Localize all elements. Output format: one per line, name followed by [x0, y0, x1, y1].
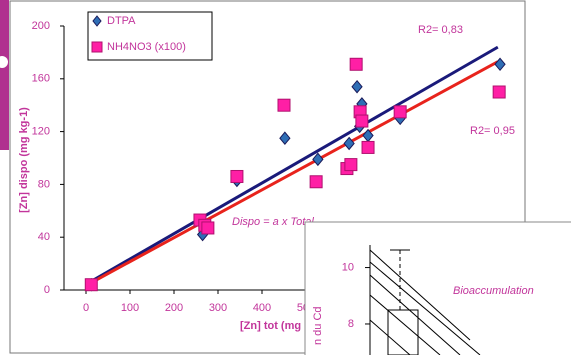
inset-frame	[304, 221, 571, 355]
y-tick-label: 160	[32, 73, 50, 85]
trend-line	[89, 60, 499, 285]
inset-lines	[369, 249, 481, 355]
point	[344, 158, 358, 172]
x-tick-label: 100	[121, 302, 139, 314]
annotation: R2= 0,95	[470, 125, 515, 137]
point	[492, 85, 506, 99]
point	[494, 57, 506, 72]
point	[355, 114, 369, 128]
point	[393, 105, 407, 119]
y-tick-label: 10	[342, 261, 354, 273]
y-tick-label: 120	[32, 126, 50, 138]
y-tick-label: 200	[32, 20, 50, 32]
side-dot	[0, 56, 8, 68]
inset-title: Bioaccumulation	[453, 285, 534, 297]
point	[277, 98, 291, 112]
y-tick-label: 80	[38, 178, 50, 190]
x-tick-label: 400	[253, 302, 271, 314]
x-tick-label: 0	[83, 302, 89, 314]
point	[343, 136, 355, 151]
point	[351, 79, 363, 94]
point	[84, 278, 98, 292]
x-tick-label: 200	[165, 302, 183, 314]
legend-marker	[91, 41, 103, 53]
inset-chart: 8 10 n du Cd Bioaccumulation	[304, 221, 571, 355]
y-axis-label: n du Cd	[312, 306, 324, 345]
legend-label: DTPA	[107, 15, 136, 27]
y-tick-label: 0	[44, 284, 50, 296]
annotation: Dispo = a x Total	[232, 216, 314, 228]
x-tick-label: 300	[209, 302, 227, 314]
y-tick-label: 8	[348, 318, 354, 330]
trend-line	[89, 45, 499, 284]
main-chart: 040801201602000100200300400500[Zn] tot (…	[18, 11, 526, 332]
annotation: R2= 0,83	[418, 24, 463, 36]
y-tick-label: 40	[38, 231, 50, 243]
side-strip	[0, 0, 9, 150]
legend-label: NH4NO3 (x100)	[107, 41, 186, 53]
point	[201, 221, 215, 235]
point	[309, 175, 323, 189]
point	[230, 169, 244, 183]
point	[312, 152, 324, 167]
point	[349, 57, 363, 71]
legend-box	[87, 11, 213, 61]
legend-marker	[92, 15, 102, 27]
y-axis-label: [Zn] dispo (mg kg-1)	[18, 107, 30, 213]
point	[361, 140, 375, 154]
point	[279, 131, 291, 145]
chart-frame	[9, 0, 526, 354]
